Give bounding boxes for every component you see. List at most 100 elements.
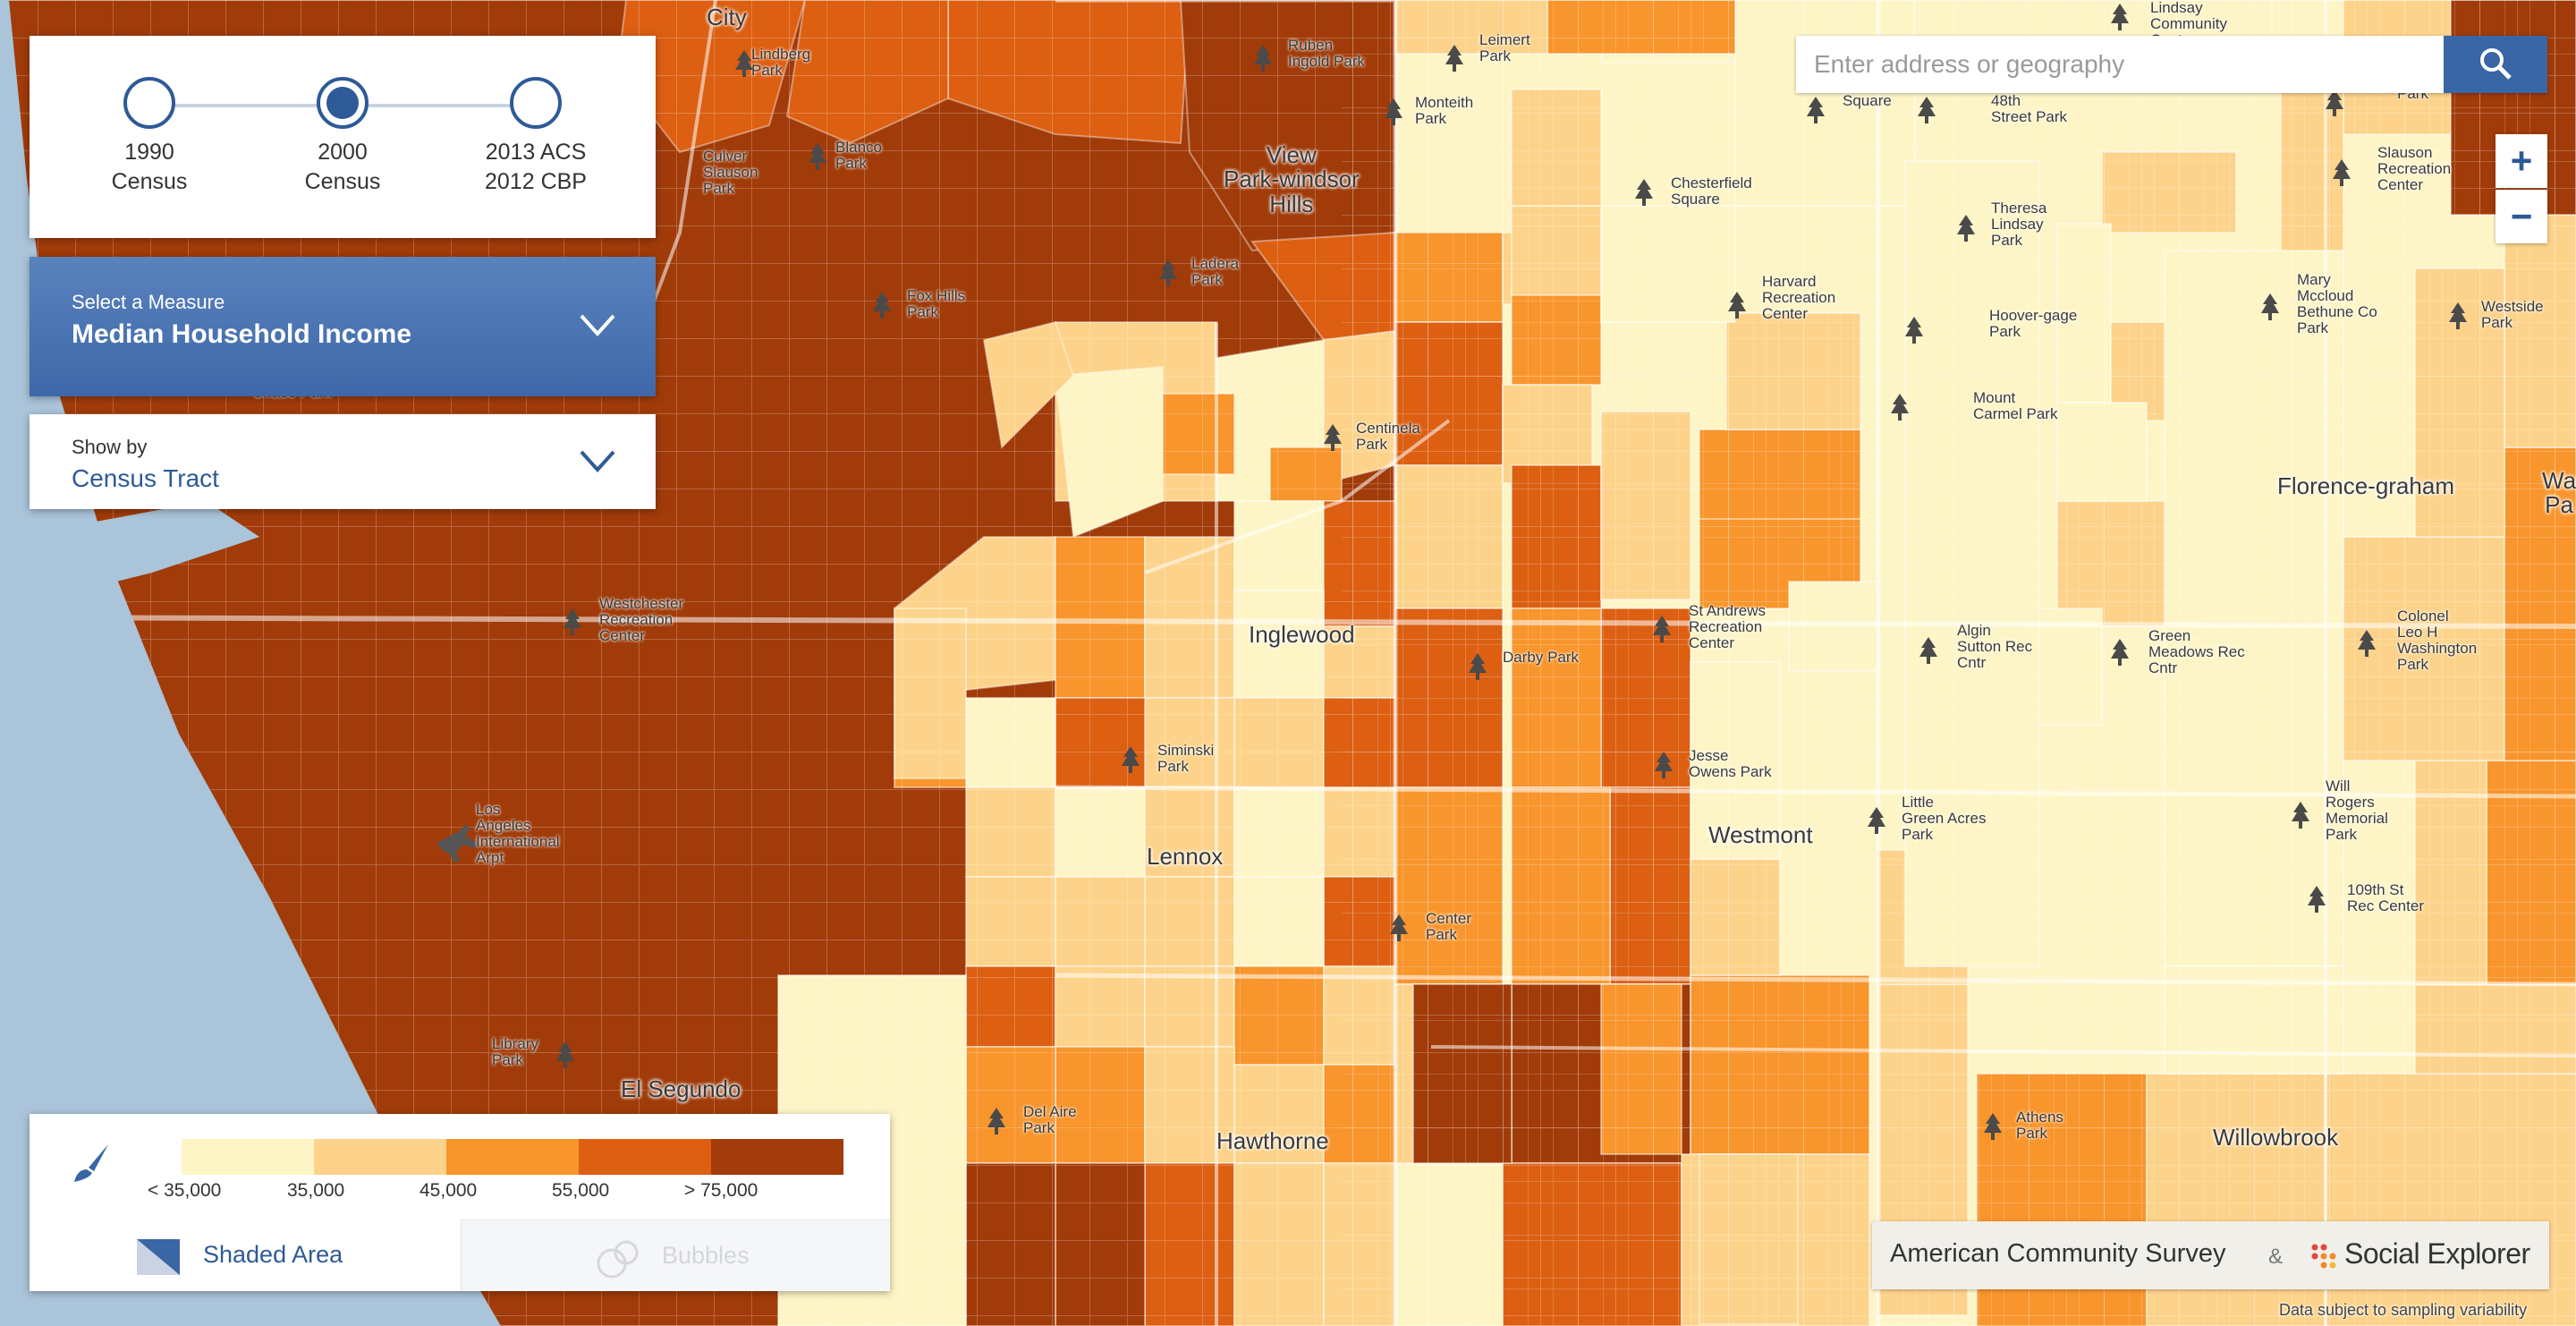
zoom-out-button[interactable]: − [2496, 190, 2547, 243]
park-label: 48th Street Park [1991, 92, 2068, 125]
paintbrush-icon[interactable] [69, 1141, 114, 1186]
tree-icon [1324, 424, 1342, 451]
park-label: 109th St Rec Center [2347, 881, 2424, 914]
legend-swatch [579, 1139, 711, 1175]
legend-tick-label: < 35,000 [148, 1180, 222, 1201]
bubbles-label: Bubbles [662, 1242, 750, 1269]
bubbles-tab[interactable]: Bubbles [461, 1220, 890, 1291]
airport-icon [436, 825, 478, 863]
data-source-label: American Community Survey [1890, 1239, 2226, 1268]
search-input[interactable] [1796, 36, 2444, 93]
timeline-node-2000[interactable] [317, 77, 369, 129]
park-label: Algin Sutton Rec Cntr [1957, 622, 2033, 671]
place-label: Willowbrook [2213, 1124, 2339, 1151]
tree-icon [1905, 317, 1923, 344]
park-label: Westchester Recreation Center [599, 595, 684, 644]
tree-icon [1919, 637, 1937, 664]
map-legend: < 35,000 35,000 45,000 55,000 > 75,000 Shade… [30, 1114, 890, 1291]
attribution-bar: American Community Survey & Social Explo… [1872, 1221, 2549, 1289]
tree-icon [1122, 746, 1140, 773]
tree-icon [1807, 97, 1825, 123]
tree-icon [809, 143, 826, 170]
tree-icon [2449, 302, 2467, 329]
tree-icon [1891, 394, 1909, 421]
park-label: Culver Slauson Park [703, 148, 758, 197]
zoom-in-button[interactable]: + [2496, 134, 2547, 188]
social-explorer-logo-icon [2311, 1244, 2336, 1269]
place-label: Wa Pa [2542, 467, 2576, 519]
place-label: Lennox [1147, 843, 1224, 870]
tree-icon [1984, 1113, 2002, 1140]
park-label: Westside Park [2481, 298, 2544, 331]
tree-icon [1254, 45, 1272, 72]
park-label: Green Meadows Rec Cntr [2148, 627, 2245, 676]
geography-level-select[interactable]: Show by Census Tract [30, 414, 656, 509]
place-label: Westmont [1708, 821, 1813, 848]
park-label: Leimert Park [1479, 31, 1530, 64]
timeline-node-2013[interactable] [510, 77, 562, 129]
park-label: Hoover-gage Park [1989, 307, 2078, 340]
search-button[interactable] [2444, 36, 2547, 93]
ampersand: & [2268, 1245, 2284, 1269]
timeline-label: 2000 Census [304, 140, 381, 194]
tree-icon [2326, 89, 2343, 116]
tree-icon [1653, 616, 1671, 642]
ocean [0, 0, 501, 1326]
park-label: Centinela Park [1356, 420, 1420, 453]
tree-icon [1159, 259, 1177, 286]
shaded-area-icon [137, 1239, 180, 1275]
place-label: City [707, 4, 747, 30]
place-label: Hawthorne [1216, 1127, 1329, 1154]
shaded-area-label: Shaded Area [203, 1241, 343, 1268]
measure-select[interactable]: Select a Measure Median Household Income [30, 257, 656, 396]
park-label: Ladera Park [1191, 255, 1239, 288]
park-label: Fox Hills Park [907, 287, 966, 320]
park-label: Blanco Park [835, 139, 882, 172]
park-label: Lindberg Park [751, 46, 811, 79]
tree-icon [873, 292, 891, 319]
timeline-label: 2013 ACS 2012 CBP [485, 140, 587, 194]
park-label: Athens Park [2016, 1109, 2063, 1142]
tree-icon [2261, 293, 2279, 320]
park-label: Monteith Park [1415, 94, 1474, 127]
park-label: Los Angeles International Arpt [476, 801, 560, 866]
park-label: Chesterfield Square [1671, 174, 1752, 208]
place-label: Florence-graham [2277, 472, 2454, 499]
park-label: Darby Park [1503, 649, 1580, 666]
showby-label: Show by [72, 436, 148, 458]
park-label: Colonel Leo H Washington Park [2397, 608, 2478, 673]
tree-icon [1868, 807, 1885, 834]
showby-value: Census Tract [72, 464, 219, 492]
place-label: El Segundo [621, 1075, 741, 1102]
chevron-down-icon [580, 314, 615, 336]
timeline-node-1990[interactable] [123, 77, 175, 129]
measure-select-value: Median Household Income [72, 319, 412, 349]
park-label: Del Aire Park [1023, 1103, 1077, 1136]
search-bar [1796, 36, 2547, 93]
legend-tick-label: 35,000 [287, 1180, 345, 1201]
timeline-label: 1990 Census [111, 140, 188, 194]
park-label: Square [1843, 92, 1892, 109]
park-label: Mary Mccloud Bethune Co Park [2297, 271, 2377, 336]
tree-icon [1918, 97, 1936, 123]
social-explorer-brand[interactable]: Social Explorer [2344, 1237, 2530, 1270]
park-label: Center Park [1426, 910, 1472, 943]
park-label: Theresa Lindsay Park [1991, 200, 2047, 249]
park-label: St Andrews Recreation Center [1689, 602, 1766, 651]
tree-icon [1957, 215, 1975, 242]
shaded-area-tab[interactable]: Shaded Area [30, 1220, 459, 1291]
tree-icon [735, 50, 753, 77]
place-label: View Park-windsor Hills [1224, 141, 1360, 217]
park-label: Slauson Recreation Center [2377, 144, 2452, 193]
tree-icon [1655, 752, 1673, 778]
tree-icon [1635, 179, 1653, 206]
tree-icon [556, 1041, 574, 1068]
tree-icon [987, 1108, 1005, 1135]
tree-icon [2292, 802, 2309, 829]
tree-icon [1390, 914, 1408, 941]
legend-tick-label: > 75,000 [684, 1180, 758, 1201]
park-label: Little Green Acres Park [1902, 794, 1987, 843]
chevron-down-icon [580, 450, 615, 472]
legend-swatch [711, 1139, 843, 1175]
